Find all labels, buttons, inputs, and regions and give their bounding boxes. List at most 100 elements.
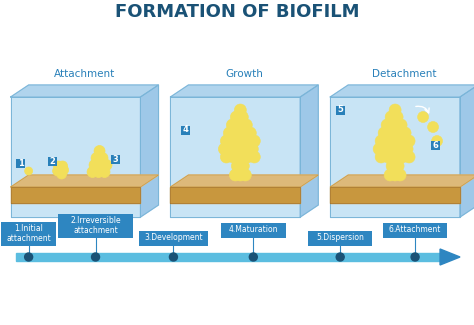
Polygon shape	[330, 97, 460, 217]
Circle shape	[239, 169, 251, 181]
Text: 1: 1	[18, 159, 24, 167]
Text: Growth: Growth	[226, 69, 263, 79]
Circle shape	[55, 163, 65, 173]
FancyBboxPatch shape	[58, 214, 133, 238]
Circle shape	[381, 119, 393, 131]
Circle shape	[392, 127, 404, 139]
Circle shape	[239, 143, 251, 155]
Circle shape	[230, 111, 242, 123]
Circle shape	[56, 169, 66, 179]
Text: 1.Initial
attachment: 1.Initial attachment	[6, 224, 51, 243]
Polygon shape	[171, 187, 300, 203]
Circle shape	[230, 127, 242, 139]
FancyBboxPatch shape	[308, 230, 373, 245]
Circle shape	[396, 135, 408, 147]
Polygon shape	[10, 97, 140, 217]
Text: Attachment: Attachment	[54, 69, 115, 79]
FancyBboxPatch shape	[383, 223, 447, 238]
Circle shape	[394, 169, 406, 181]
Circle shape	[241, 135, 253, 147]
Circle shape	[234, 104, 246, 116]
Text: 4: 4	[182, 125, 188, 135]
Polygon shape	[330, 85, 474, 97]
Text: 4.Maturation: 4.Maturation	[228, 226, 278, 235]
Circle shape	[418, 111, 428, 123]
Circle shape	[389, 104, 401, 116]
Circle shape	[237, 160, 249, 172]
Polygon shape	[330, 175, 474, 187]
Text: 5: 5	[337, 106, 343, 114]
Circle shape	[428, 122, 438, 133]
Circle shape	[382, 151, 394, 163]
Circle shape	[431, 136, 443, 147]
Circle shape	[378, 127, 390, 139]
Circle shape	[382, 135, 394, 147]
Text: 2.Irreversible
attachment: 2.Irreversible attachment	[70, 216, 121, 235]
Circle shape	[231, 160, 243, 172]
Circle shape	[386, 160, 398, 172]
FancyBboxPatch shape	[181, 125, 190, 135]
Circle shape	[234, 135, 246, 147]
Circle shape	[234, 151, 246, 163]
Polygon shape	[10, 187, 140, 203]
Circle shape	[373, 143, 385, 155]
Circle shape	[97, 152, 108, 163]
Polygon shape	[440, 249, 460, 265]
Circle shape	[389, 151, 401, 163]
Circle shape	[225, 143, 237, 155]
Circle shape	[399, 127, 411, 139]
Circle shape	[234, 169, 246, 181]
Polygon shape	[10, 175, 158, 187]
FancyBboxPatch shape	[111, 154, 120, 163]
Circle shape	[228, 135, 239, 147]
Circle shape	[237, 111, 248, 123]
Circle shape	[101, 160, 112, 171]
Circle shape	[388, 119, 400, 131]
Circle shape	[99, 166, 110, 177]
Circle shape	[384, 169, 396, 181]
Circle shape	[385, 111, 397, 123]
Polygon shape	[16, 253, 440, 261]
Text: 3.Development: 3.Development	[144, 233, 203, 242]
Text: 6: 6	[432, 140, 438, 150]
Circle shape	[241, 151, 253, 163]
Circle shape	[375, 135, 387, 147]
Circle shape	[391, 111, 403, 123]
Circle shape	[385, 127, 397, 139]
Circle shape	[227, 119, 238, 131]
Polygon shape	[171, 97, 300, 217]
Circle shape	[237, 127, 249, 139]
Text: FORMATION OF BIOFILM: FORMATION OF BIOFILM	[115, 3, 360, 21]
Circle shape	[89, 160, 100, 171]
FancyBboxPatch shape	[221, 223, 285, 238]
Text: 5.Dispersion: 5.Dispersion	[316, 233, 364, 242]
Circle shape	[58, 161, 68, 171]
Circle shape	[169, 253, 177, 261]
Circle shape	[229, 169, 241, 181]
Circle shape	[219, 143, 230, 155]
Circle shape	[91, 253, 100, 261]
Circle shape	[380, 143, 392, 155]
Circle shape	[240, 119, 252, 131]
Circle shape	[244, 127, 256, 139]
Circle shape	[228, 151, 239, 163]
Circle shape	[403, 151, 415, 163]
Text: 6.Attachment: 6.Attachment	[389, 226, 441, 235]
Text: 2: 2	[50, 157, 55, 165]
Polygon shape	[330, 187, 460, 203]
Circle shape	[248, 151, 260, 163]
FancyBboxPatch shape	[139, 230, 208, 245]
Circle shape	[394, 143, 406, 155]
FancyBboxPatch shape	[336, 106, 345, 114]
Polygon shape	[171, 85, 318, 97]
Polygon shape	[10, 85, 158, 97]
Circle shape	[25, 167, 33, 175]
Circle shape	[401, 143, 413, 155]
Polygon shape	[300, 85, 318, 217]
FancyBboxPatch shape	[48, 157, 57, 165]
Circle shape	[375, 151, 387, 163]
Circle shape	[411, 253, 419, 261]
Circle shape	[94, 146, 105, 157]
Circle shape	[396, 151, 408, 163]
Circle shape	[389, 135, 401, 147]
